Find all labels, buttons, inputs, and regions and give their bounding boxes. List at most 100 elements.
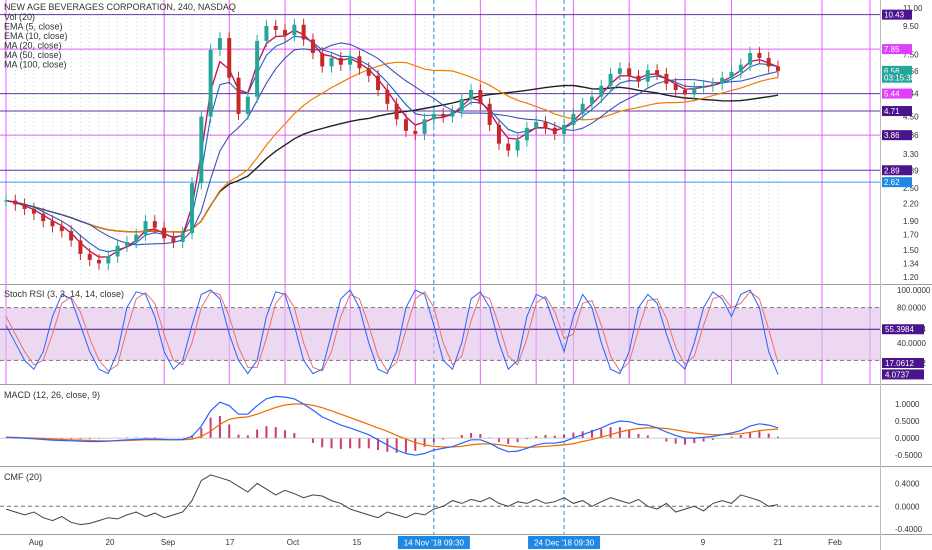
candle-body <box>97 260 101 264</box>
macd-hist-bar <box>228 424 230 438</box>
date-highlight-label: 24 Dec '18 09:30 <box>534 539 595 548</box>
macd-hist-bar <box>693 438 695 443</box>
date-tick-label: Feb <box>828 538 842 547</box>
candle-body <box>729 72 733 78</box>
indicator-label: MA (50, close) <box>4 50 62 60</box>
date-tick-label: Sep <box>161 538 176 547</box>
macd-hist-bar <box>275 427 277 438</box>
date-highlight-label: 14 Nov '18 09:30 <box>404 539 465 548</box>
macd-tick-label: 0.0000 <box>895 434 920 443</box>
candle-body <box>78 240 82 253</box>
candle-body <box>534 122 538 128</box>
stoch-band <box>0 308 880 361</box>
candle-body <box>13 201 17 205</box>
candle-body <box>683 90 687 94</box>
candle-body <box>525 128 529 140</box>
price-badge-label: 10.43 <box>884 11 905 20</box>
candle-body <box>339 58 343 65</box>
candle-body <box>144 221 148 234</box>
cmf-tick-label: -0.4000 <box>895 525 923 534</box>
price-tick-label: 1.90 <box>903 217 919 226</box>
macd-hist-bar <box>358 438 360 448</box>
stoch-badge-label: 4.0737 <box>885 370 910 379</box>
cmf-pane[interactable]: 0.4000 0.0000 -0.4000 CMF (20) <box>0 472 923 534</box>
candle-body <box>692 88 696 95</box>
candle-body <box>274 26 278 30</box>
candle-body <box>720 78 724 84</box>
candle-body <box>702 86 706 88</box>
date-tick-label: 20 <box>106 538 115 547</box>
cmf-line <box>6 475 778 525</box>
time-axis[interactable]: Aug20Sep17Oct15NovDec921Feb14 Nov '18 09… <box>29 536 843 549</box>
price-pane[interactable]: 11.00 9.50 7.506.56 5.44 4.503.86 3.302.892.5… <box>0 0 923 534</box>
macd-hist-bar <box>247 435 249 438</box>
macd-pane[interactable]: 1.0000 0.5000 0.0000 -0.5000 MACD (12, 26, … <box>0 390 923 460</box>
macd-hist-bar <box>470 433 472 438</box>
cmf-tick-label: 0.4000 <box>895 479 920 488</box>
candle-body <box>246 97 250 114</box>
stoch-badge-label: 55.3984 <box>885 325 914 334</box>
candle-body <box>432 114 436 119</box>
candle-body <box>543 122 547 128</box>
cmf-label: CMF (20) <box>4 472 42 482</box>
candle-body <box>590 97 594 104</box>
candle-body <box>69 231 73 240</box>
candle-body <box>516 140 520 150</box>
cmf-axis: 0.40000.0000-0.4000 <box>895 479 923 534</box>
macd-hist-bar <box>665 438 667 441</box>
candle-body <box>711 84 715 86</box>
macd-hist-bar <box>312 438 314 443</box>
candle-body <box>181 233 185 242</box>
macd-hist-bar <box>321 438 323 447</box>
candle-body <box>32 209 36 214</box>
price-tick-label: 1.70 <box>903 231 919 240</box>
macd-hist-bar <box>265 426 267 438</box>
macd-hist-bar <box>758 431 760 438</box>
date-tick-label: Oct <box>287 538 300 547</box>
macd-hist-bar <box>331 438 333 448</box>
stoch-axis: 100.000080.000055.398440.000017.06124.07… <box>882 286 931 379</box>
candle-body <box>413 131 417 134</box>
macd-hist-bar <box>414 438 416 451</box>
candle-body <box>655 70 659 74</box>
price-tick-label: 1.20 <box>903 273 919 282</box>
macd-hist-bar <box>284 430 286 438</box>
stoch-tick-label: 100.0000 <box>897 286 931 295</box>
candle-body <box>4 201 8 202</box>
macd-hist-bar <box>405 438 407 452</box>
macd-hist-bar <box>219 416 221 438</box>
date-tick-label: Aug <box>29 538 43 547</box>
candle-body <box>209 50 213 117</box>
macd-hist-bar <box>238 435 240 438</box>
cmf-lines <box>0 475 880 525</box>
candle-body <box>88 254 92 260</box>
price-badge-label: 2.89 <box>884 166 900 175</box>
candle-body <box>125 242 129 246</box>
macd-hist-bar <box>210 418 212 438</box>
candle-body <box>199 117 203 184</box>
candle-body <box>460 99 464 111</box>
chart-title: NEW AGE BEVERAGES CORPORATION, 240, NASD… <box>4 2 236 12</box>
candle-body <box>227 38 231 78</box>
candle-body <box>739 65 743 72</box>
macd-line <box>6 396 778 455</box>
candle-body <box>23 204 27 209</box>
macd-hist-bar <box>293 433 295 438</box>
stoch-rsi-pane[interactable]: 100.0000 80.0000 55.3984 40.0000 17.0612 4.07… <box>0 286 931 379</box>
candle-body <box>264 26 268 41</box>
candle-body <box>469 90 473 99</box>
candle-body <box>571 114 575 125</box>
candle-body <box>190 183 194 233</box>
date-tick-label: 9 <box>701 538 706 547</box>
macd-tick-label: -0.5000 <box>895 451 923 460</box>
price-tick-label: 3.30 <box>903 150 919 159</box>
indicator-label: MA (100, close) <box>4 60 67 70</box>
price-tick-label: 9.50 <box>903 22 919 31</box>
stoch-badge-label: 17.0612 <box>885 359 914 368</box>
macd-hist-bar <box>563 435 565 438</box>
price-tick-label: 2.20 <box>903 199 919 208</box>
date-tick-label: 15 <box>353 538 362 547</box>
macd-hist-bar <box>368 438 370 448</box>
macd-hist-bar <box>637 434 639 438</box>
indicator-label: MA (20, close) <box>4 41 62 51</box>
